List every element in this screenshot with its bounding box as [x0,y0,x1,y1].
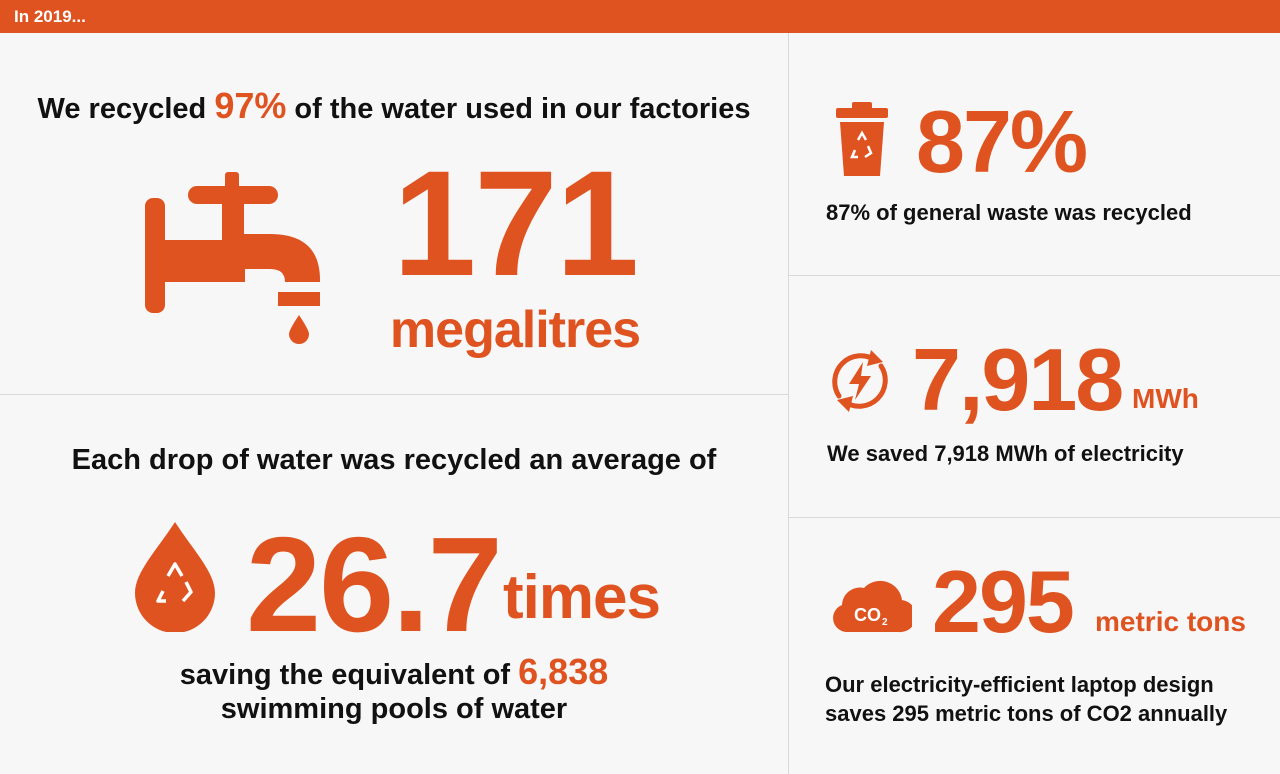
co2-cloud-icon: CO 2 [830,576,912,634]
co2-icon-label: CO [854,605,881,625]
drops-unit: times [503,563,661,632]
energy-cycle-icon [827,348,893,414]
recycle-bin-icon [834,102,890,178]
drops-saving-value: 6,838 [518,651,609,692]
electricity-unit: MWh [1132,383,1199,414]
left-horizontal-divider [0,394,788,395]
waste-value: 87% [916,92,1088,191]
water-headline-post: of the water used in our factories [286,93,751,125]
right-divider-1 [789,275,1280,276]
co2-caption-line1: Our electricity-efficient laptop design [825,672,1214,697]
drops-heading: Each drop of water was recycled an avera… [71,444,717,476]
co2-icon-sub: 2 [882,617,888,628]
co2-value: 295 [932,552,1075,651]
water-unit: megalitres [389,301,641,359]
waste-caption: 87% of general waste was recycled [826,200,1192,225]
co2-unit: metric tons [1095,606,1246,637]
faucet-icon [140,168,325,348]
water-value: 171 [392,139,639,307]
drops-value: 26.7 [246,509,503,660]
drops-saving-line2: swimming pools of water [220,693,568,725]
co2-caption-line2: saves 295 metric tons of CO2 annually [825,701,1228,726]
vertical-divider [788,33,789,774]
water-headline: We recycled 97% of the water used in our… [0,85,788,127]
drops-saving-pre: saving the equivalent of [179,659,519,691]
drops-saving: saving the equivalent of 6,838 swimming … [0,654,788,726]
electricity-caption: We saved 7,918 MWh of electricity [827,441,1184,466]
water-percent: 97% [214,85,287,126]
co2-caption: Our electricity-efficient laptop design … [825,670,1227,728]
water-headline-pre: We recycled [37,93,215,125]
water-drop-recycle-icon [133,520,217,632]
header-bar: In 2019... [0,0,1280,33]
electricity-value: 7,918 [912,330,1124,429]
header-title: In 2019... [14,7,86,26]
right-divider-2 [789,517,1280,518]
